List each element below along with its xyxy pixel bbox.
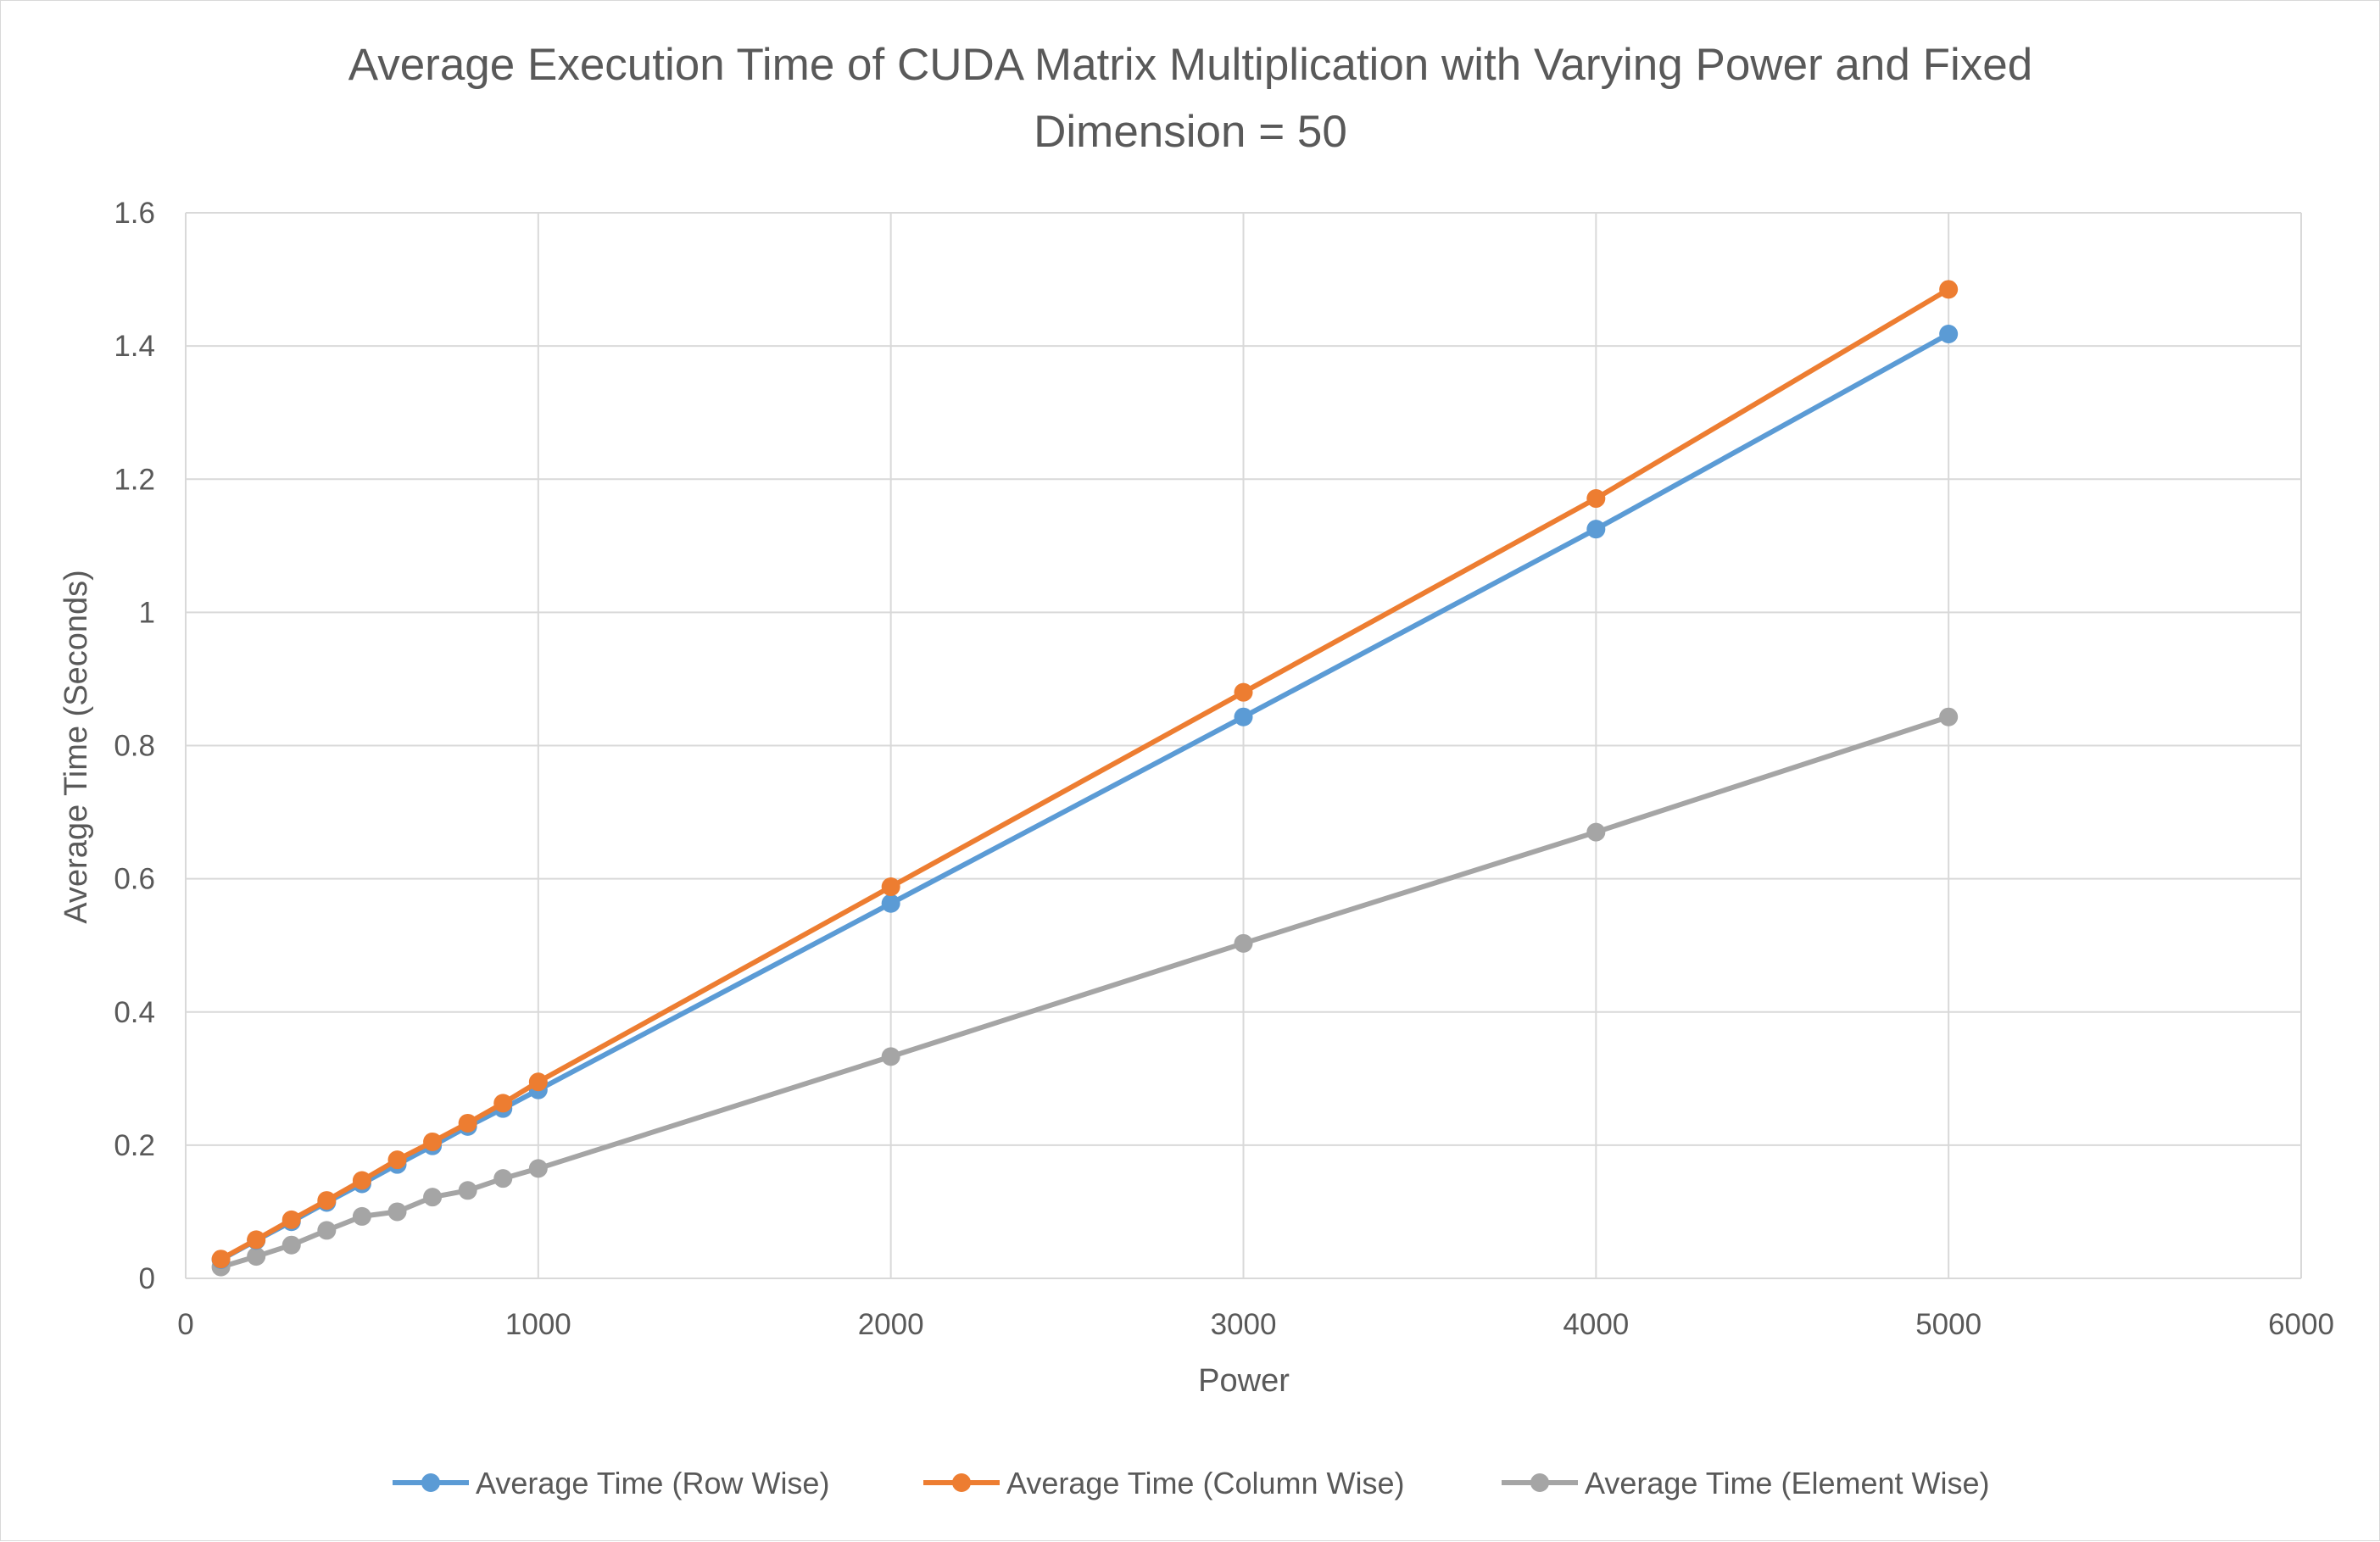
- x-tick-label: 3000: [1211, 1308, 1277, 1341]
- data-point: [1939, 324, 1959, 343]
- gridlines: [186, 212, 2302, 1278]
- data-point: [1234, 682, 1253, 702]
- legend-marker: [421, 1473, 440, 1492]
- data-point: [458, 1113, 477, 1133]
- series-lines: [211, 280, 1959, 1277]
- y-tick-label: 0.8: [114, 730, 155, 763]
- data-point: [1586, 822, 1606, 842]
- data-point: [281, 1235, 301, 1255]
- data-point: [493, 1094, 513, 1113]
- chart-title-line-2: Dimension = 50: [1034, 107, 1347, 157]
- x-tick-label: 1000: [505, 1308, 571, 1341]
- legend-marker: [1530, 1473, 1549, 1492]
- data-point: [1939, 707, 1959, 726]
- data-point: [881, 1047, 900, 1066]
- y-tick-label: 0: [139, 1262, 155, 1295]
- data-point: [528, 1159, 548, 1178]
- data-point: [1234, 707, 1253, 726]
- data-point: [1234, 933, 1253, 953]
- x-tick-label: 6000: [2268, 1308, 2334, 1341]
- data-point: [247, 1247, 266, 1266]
- x-tick-label: 5000: [1915, 1308, 1981, 1341]
- x-tick-label: 2000: [858, 1308, 924, 1341]
- data-point: [211, 1250, 231, 1269]
- y-axis-title: Average Time (Seconds): [59, 570, 94, 924]
- data-point: [881, 893, 900, 913]
- data-point: [317, 1221, 337, 1240]
- data-point: [1586, 489, 1606, 509]
- y-tick-label: 0.2: [114, 1129, 155, 1162]
- legend-label: Average Time (Row Wise): [476, 1466, 829, 1500]
- series-line: [218, 287, 1952, 1262]
- data-point: [493, 1169, 513, 1189]
- legend-item: Average Time (Column Wise): [923, 1466, 1404, 1500]
- data-point: [458, 1181, 477, 1200]
- legend-item: Average Time (Element Wise): [1502, 1466, 1990, 1500]
- series-line: [218, 331, 1952, 1262]
- legend-item: Average Time (Row Wise): [393, 1466, 829, 1500]
- data-point: [352, 1206, 371, 1226]
- legend-label: Average Time (Column Wise): [1006, 1466, 1404, 1500]
- x-tick-label: 4000: [1563, 1308, 1629, 1341]
- chart-title-line-1: Average Execution Time of CUDA Matrix Mu…: [348, 40, 2032, 90]
- y-tick-label: 0.6: [114, 863, 155, 896]
- y-tick-label: 1.6: [114, 197, 155, 230]
- data-point: [1939, 280, 1959, 299]
- data-point: [881, 877, 900, 897]
- data-point: [387, 1202, 407, 1222]
- legend-label: Average Time (Element Wise): [1585, 1466, 1990, 1500]
- x-axis-title: Power: [1198, 1363, 1290, 1399]
- tick-labels: 0 0.2 0.4 0.6 0.8 1 1.2 1.4 1.6 0 1000 2000 3000 4000…: [114, 197, 2334, 1341]
- series-2: [211, 280, 1959, 1269]
- legend: Average Time (Row Wise) Average Time (Col…: [393, 1466, 1990, 1500]
- data-point: [528, 1072, 548, 1092]
- y-tick-label: 1.2: [114, 463, 155, 496]
- data-point: [247, 1230, 266, 1250]
- data-point: [352, 1171, 371, 1190]
- data-point: [423, 1188, 443, 1207]
- data-point: [423, 1132, 443, 1151]
- axes: [185, 213, 2301, 1279]
- x-tick-label: 0: [177, 1308, 193, 1341]
- data-point: [387, 1150, 407, 1170]
- y-tick-label: 1.4: [114, 330, 155, 363]
- data-point: [317, 1191, 337, 1211]
- data-point: [1586, 520, 1606, 539]
- y-tick-label: 0.4: [114, 996, 155, 1029]
- series-3: [211, 707, 1959, 1277]
- y-tick-label: 1: [139, 596, 155, 629]
- data-point: [281, 1210, 301, 1229]
- legend-marker: [952, 1473, 971, 1492]
